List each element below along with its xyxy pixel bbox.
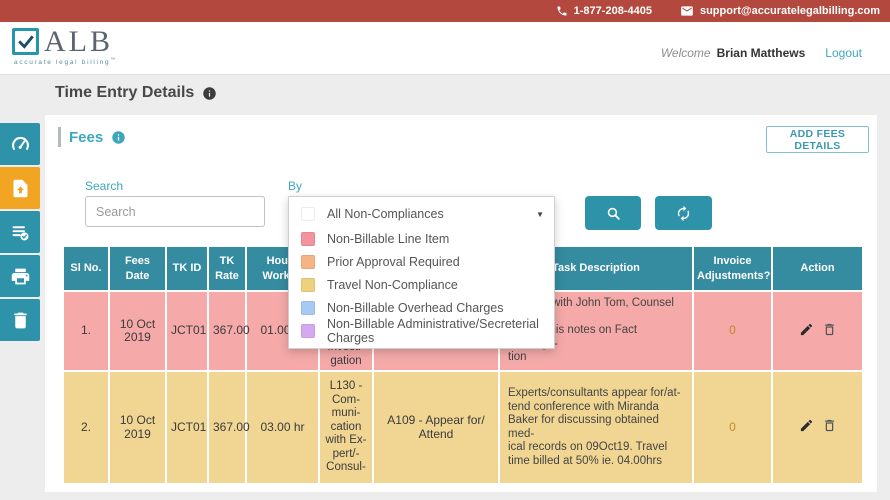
cell-invoice-adjustments: 0 bbox=[692, 290, 773, 372]
cell-tk-id: JCT01 bbox=[165, 370, 209, 485]
color-swatch bbox=[301, 231, 315, 246]
cell-tk-rate: 367.00 bbox=[207, 370, 250, 485]
page-title-info-icon[interactable] bbox=[202, 86, 217, 101]
sidebar-item-delete[interactable] bbox=[0, 299, 40, 341]
filter-option-label: Non-Billable Administrative/Secreterial … bbox=[327, 316, 539, 345]
column-header: Action bbox=[771, 245, 864, 292]
fees-card: Fees ADD FEES DETAILS Search By Sl No.Fe… bbox=[45, 115, 877, 492]
sidebar-item-upload-entries[interactable] bbox=[0, 167, 40, 209]
filter-option[interactable]: Non-Billable Overhead Charges bbox=[289, 296, 554, 319]
sidebar-item-entry-list[interactable] bbox=[0, 211, 40, 253]
sidebar-item-print[interactable] bbox=[0, 255, 40, 297]
filter-option[interactable]: Travel Non-Compliance bbox=[289, 273, 554, 296]
filter-option[interactable]: Non-Billable Administrative/Secreterial … bbox=[289, 316, 554, 345]
fees-accent-bar bbox=[58, 127, 61, 147]
edit-button[interactable] bbox=[795, 322, 818, 337]
filter-option[interactable]: Prior Approval Required bbox=[289, 250, 554, 273]
fees-section-title: Fees bbox=[69, 128, 104, 146]
cell-tk-rate: 367.00 bbox=[207, 290, 250, 372]
cell-task-code: L130 - Com- muni- cation with Ex- pert/-… bbox=[318, 370, 374, 485]
list-check-icon bbox=[12, 225, 28, 240]
file-upload-icon bbox=[13, 179, 27, 197]
color-swatch bbox=[301, 300, 315, 315]
alb-logo[interactable]: ALB accurate legal billing™ bbox=[12, 25, 117, 67]
page-title: Time Entry Details bbox=[55, 84, 195, 101]
edit-button[interactable] bbox=[795, 418, 818, 433]
column-header: Fees Date bbox=[108, 245, 167, 292]
noncompliance-filter-dropdown: All Non-Compliances ▼ Non-Billable Line It… bbox=[288, 196, 555, 349]
cell-action bbox=[771, 290, 864, 372]
welcome-area: Welcome Brian Matthews Logout bbox=[661, 46, 862, 60]
color-swatch bbox=[301, 254, 315, 269]
cell-task-description: Experts/consultants appear for/at- tend … bbox=[498, 370, 694, 485]
topbar-phone[interactable]: 1-877-208-4405 bbox=[556, 5, 652, 17]
filter-option-label: Non-Billable Overhead Charges bbox=[327, 300, 504, 315]
color-swatch bbox=[301, 207, 315, 221]
topbar: 1-877-208-4405 support@accuratelegalbill… bbox=[0, 0, 890, 22]
filter-option-label: Prior Approval Required bbox=[327, 254, 460, 269]
topbar-email[interactable]: support@accuratelegalbilling.com bbox=[680, 4, 880, 18]
delete-trash-icon bbox=[824, 420, 834, 432]
delete-button[interactable] bbox=[818, 322, 841, 337]
sidebar bbox=[0, 123, 40, 341]
filter-option-label: Travel Non-Compliance bbox=[327, 277, 458, 292]
add-fees-details-button[interactable]: ADD FEES DETAILS bbox=[766, 126, 869, 153]
logo-tagline: accurate legal billing™ bbox=[14, 57, 117, 67]
delete-button[interactable] bbox=[818, 418, 841, 433]
user-name: Brian Matthews bbox=[716, 46, 806, 60]
topbar-email-text: support@accuratelegalbilling.com bbox=[699, 5, 880, 17]
fees-info-icon[interactable] bbox=[111, 130, 126, 145]
logo-text: ALB bbox=[44, 25, 113, 58]
page-body: Time Entry Details Fees ADD FEES DETAILS… bbox=[0, 75, 890, 500]
dashboard-gauge-icon bbox=[11, 136, 29, 150]
welcome-label: Welcome bbox=[660, 46, 711, 60]
column-header: TK Rate bbox=[207, 245, 247, 292]
cell-activity: A109 - Appear for/ Attend bbox=[372, 370, 500, 485]
trash-icon bbox=[13, 312, 27, 328]
cell-fees-date: 10 Oct 2019 bbox=[108, 370, 167, 485]
chevron-down-icon: ▼ bbox=[536, 209, 544, 219]
table-row: 2. 10 Oct 2019 JCT01 367.00 03.00 hr L130 - C… bbox=[62, 370, 864, 485]
printer-icon bbox=[11, 268, 29, 284]
cell-tk-id: JCT01 bbox=[165, 290, 209, 372]
filter-option[interactable]: Non-Billable Line Item bbox=[289, 227, 554, 250]
cell-fees-date: 10 Oct 2019 bbox=[108, 290, 167, 372]
refresh-icon bbox=[677, 205, 690, 221]
by-label: By bbox=[288, 179, 303, 193]
search-label: Search bbox=[85, 179, 124, 193]
edit-pencil-icon bbox=[800, 323, 812, 335]
logout-link[interactable]: Logout bbox=[825, 46, 862, 60]
delete-trash-icon bbox=[824, 323, 834, 335]
topbar-phone-text: 1-877-208-4405 bbox=[573, 5, 652, 17]
sidebar-item-dashboard[interactable] bbox=[0, 123, 40, 165]
edit-pencil-icon bbox=[800, 420, 812, 432]
email-icon bbox=[681, 6, 693, 16]
magnifier-icon bbox=[607, 207, 620, 220]
color-swatch bbox=[301, 277, 315, 292]
cell-sl-no: 1. bbox=[62, 290, 110, 372]
column-header: Sl No. bbox=[62, 245, 110, 292]
cell-hours-worked: 03.00 hr bbox=[245, 370, 320, 485]
column-header: TK ID bbox=[165, 245, 209, 292]
filter-option-label: Non-Billable Line Item bbox=[327, 231, 450, 246]
column-header: Invoice Adjustments? bbox=[692, 245, 773, 292]
cell-action bbox=[771, 370, 864, 485]
logo-checkbox-icon bbox=[12, 28, 39, 55]
app-header: ALB accurate legal billing™ Welcome Bria… bbox=[0, 22, 890, 75]
search-input[interactable] bbox=[85, 196, 265, 227]
search-button[interactable] bbox=[585, 196, 641, 230]
cell-sl-no: 2. bbox=[62, 370, 110, 485]
color-swatch bbox=[301, 323, 315, 338]
cell-invoice-adjustments: 0 bbox=[692, 370, 773, 485]
phone-icon bbox=[557, 6, 567, 16]
refresh-button[interactable] bbox=[655, 196, 712, 230]
filter-option-selected[interactable]: All Non-Compliances ▼ bbox=[289, 201, 554, 227]
filter-option-label: All Non-Compliances bbox=[327, 207, 444, 221]
